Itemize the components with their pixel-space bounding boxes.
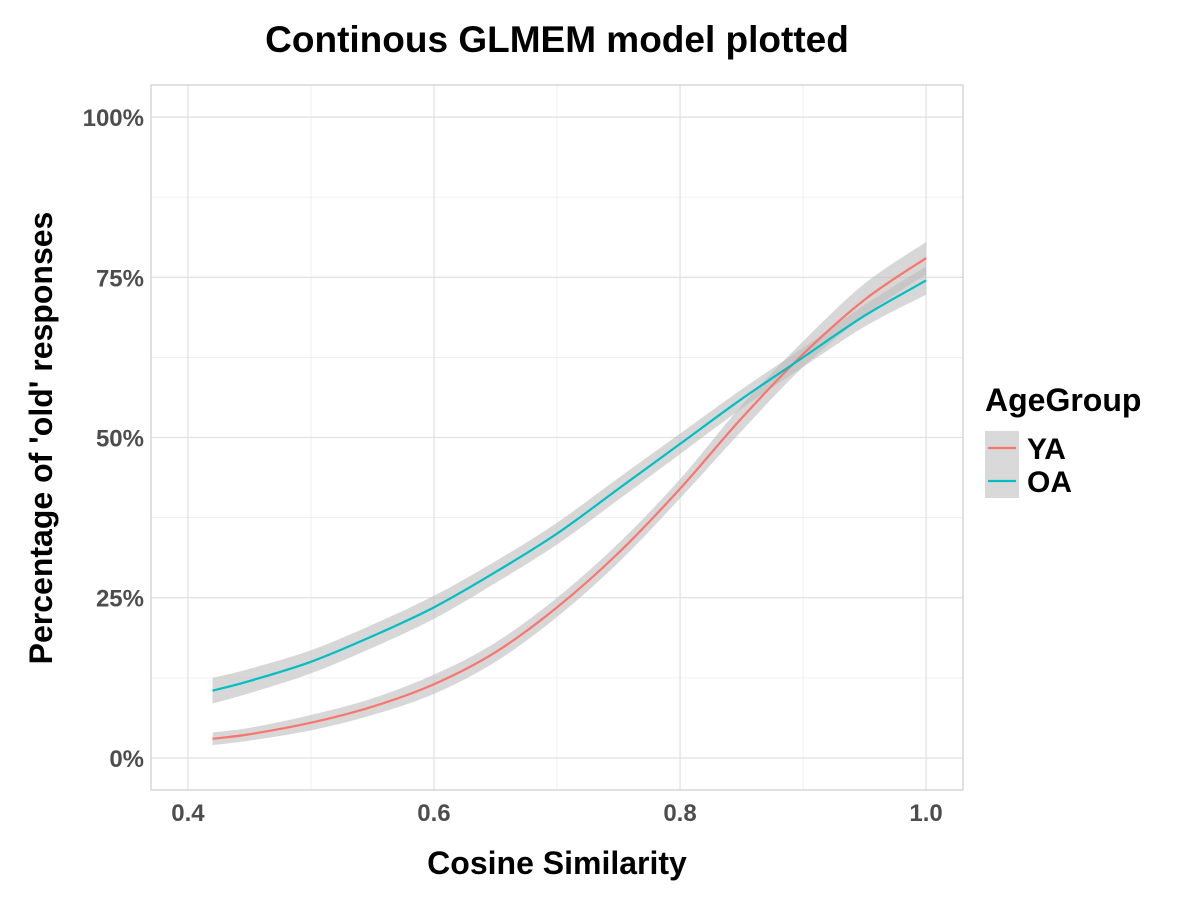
y-tick-label: 50% bbox=[96, 426, 144, 453]
series-lines bbox=[212, 257, 927, 740]
plot-panel bbox=[150, 84, 964, 791]
legend-label-ya: YA bbox=[1027, 433, 1066, 466]
y-tick-label: 100% bbox=[83, 105, 144, 132]
y-tick-label: 75% bbox=[96, 265, 144, 292]
confidence-band-ya bbox=[212, 242, 927, 746]
x-tick-label: 1.0 bbox=[909, 800, 942, 827]
x-axis-ticks: 0.4 0.6 0.8 1.0 bbox=[171, 800, 943, 827]
y-tick-label: 0% bbox=[109, 746, 144, 773]
y-tick-label: 25% bbox=[96, 586, 144, 613]
confidence-band-oa bbox=[212, 266, 927, 704]
y-axis-ticks: 0% 25% 50% 75% 100% bbox=[83, 105, 144, 773]
series-line-oa bbox=[212, 279, 927, 692]
legend-title: AgeGroup bbox=[985, 382, 1141, 418]
panel-border bbox=[150, 84, 964, 791]
major-gridlines bbox=[151, 85, 963, 790]
y-axis-title: Percentage of 'old' responses bbox=[23, 212, 59, 665]
x-tick-label: 0.6 bbox=[417, 800, 450, 827]
x-tick-label: 0.8 bbox=[663, 800, 696, 827]
x-axis-title: Cosine Similarity bbox=[427, 845, 687, 881]
x-tick-label: 0.4 bbox=[171, 800, 205, 827]
series-line-ya bbox=[212, 257, 927, 740]
confidence-bands bbox=[212, 242, 927, 746]
chart-title: Continous GLMEM model plotted bbox=[265, 19, 849, 60]
legend-label-oa: OA bbox=[1027, 466, 1072, 499]
